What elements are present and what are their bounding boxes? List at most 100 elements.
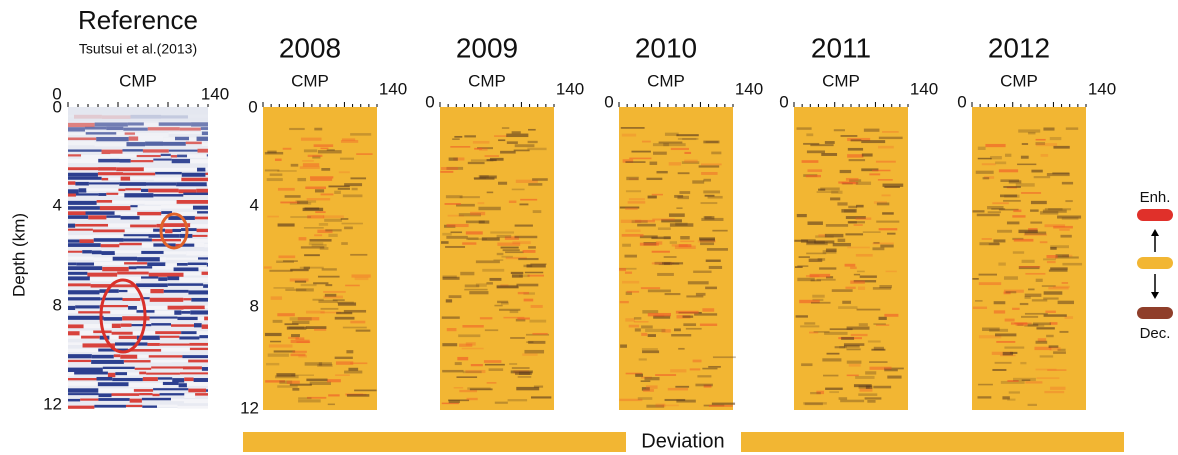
anomaly: [849, 364, 861, 367]
x-tick: 0: [779, 92, 788, 111]
reflector: [68, 257, 93, 260]
anomaly: [457, 357, 468, 360]
reflector: [161, 205, 193, 208]
reflector: [68, 206, 100, 210]
reflector: [175, 137, 189, 140]
reflector: [149, 355, 183, 357]
anomaly: [819, 267, 836, 269]
anomaly: [308, 155, 323, 157]
anomaly: [344, 371, 362, 374]
reflector: [196, 189, 208, 193]
reflector: [68, 378, 97, 380]
anomaly: [680, 241, 694, 243]
reflector: [115, 250, 141, 253]
anomaly: [1000, 195, 1017, 198]
reflector: [143, 377, 158, 381]
reflector: [203, 251, 208, 255]
anomaly: [1020, 362, 1026, 364]
anomaly: [869, 361, 887, 363]
anomaly: [676, 134, 698, 136]
anomaly: [1043, 297, 1058, 299]
reflector: [205, 168, 208, 171]
x-tick: 0: [248, 97, 257, 116]
reflector: [129, 266, 137, 269]
anomaly: [482, 269, 504, 272]
anomaly: [518, 292, 529, 294]
reflector: [153, 388, 188, 390]
reflector: [186, 142, 202, 144]
anomaly: [638, 397, 653, 400]
anomaly: [1024, 233, 1047, 236]
anomaly: [470, 388, 493, 390]
anomaly: [350, 133, 371, 136]
anomaly: [1062, 263, 1082, 266]
anomaly: [648, 313, 671, 316]
anomaly: [985, 144, 1005, 147]
reflector: [165, 229, 172, 233]
reflector: [136, 266, 152, 268]
reflector: [93, 257, 112, 261]
anomaly: [265, 169, 279, 171]
panel-year: 2012: [988, 32, 1050, 63]
anomaly: [336, 312, 352, 314]
anomaly: [996, 341, 1015, 343]
anomaly: [706, 260, 721, 262]
anomaly: [509, 363, 517, 365]
anomaly: [637, 224, 656, 227]
anomaly: [703, 190, 720, 193]
reflector: [138, 206, 161, 210]
x-label: CMP: [119, 71, 157, 90]
anomaly: [291, 334, 300, 337]
anomaly: [277, 385, 297, 387]
anomaly: [845, 264, 856, 267]
reflector: [98, 388, 133, 392]
anomaly: [707, 248, 728, 251]
reflector: [110, 310, 136, 314]
reflector: [112, 378, 143, 381]
reflector: [101, 244, 120, 247]
anomaly: [307, 198, 331, 200]
anomaly: [325, 294, 336, 297]
anomaly: [817, 279, 836, 281]
reflector: [86, 132, 117, 134]
anomaly: [620, 301, 629, 303]
anomaly: [524, 299, 534, 302]
anomaly: [499, 309, 520, 311]
reflector: [118, 189, 125, 191]
anomaly: [460, 272, 474, 275]
anomaly: [528, 246, 536, 248]
anomaly: [878, 179, 893, 181]
anomaly: [686, 328, 702, 330]
reflector: [91, 360, 124, 364]
anomaly: [269, 344, 293, 347]
anomaly: [338, 188, 350, 190]
anomaly: [464, 289, 487, 291]
anomaly: [845, 233, 863, 235]
anomaly: [501, 302, 509, 304]
anomaly: [1041, 154, 1049, 157]
anomaly: [318, 276, 340, 278]
reflector: [88, 215, 106, 219]
anomaly: [648, 196, 657, 199]
reflector: [116, 132, 124, 136]
reflector: [176, 182, 207, 186]
anomaly: [298, 397, 311, 399]
anomaly: [625, 272, 632, 274]
anomaly: [998, 263, 1005, 266]
anomaly: [278, 188, 295, 191]
anomaly: [1044, 291, 1063, 294]
anomaly: [531, 305, 543, 308]
reflector: [92, 355, 114, 359]
anomaly: [341, 140, 358, 143]
anomaly: [304, 149, 317, 152]
anomaly: [1017, 164, 1036, 166]
reflector: [171, 399, 184, 401]
reflector: [202, 272, 208, 275]
anomaly: [525, 272, 543, 274]
reflector: [68, 406, 94, 409]
anomaly: [292, 388, 299, 391]
anomaly: [806, 175, 821, 177]
anomaly: [1004, 276, 1018, 279]
reflector: [159, 122, 191, 125]
anomaly: [848, 148, 863, 151]
